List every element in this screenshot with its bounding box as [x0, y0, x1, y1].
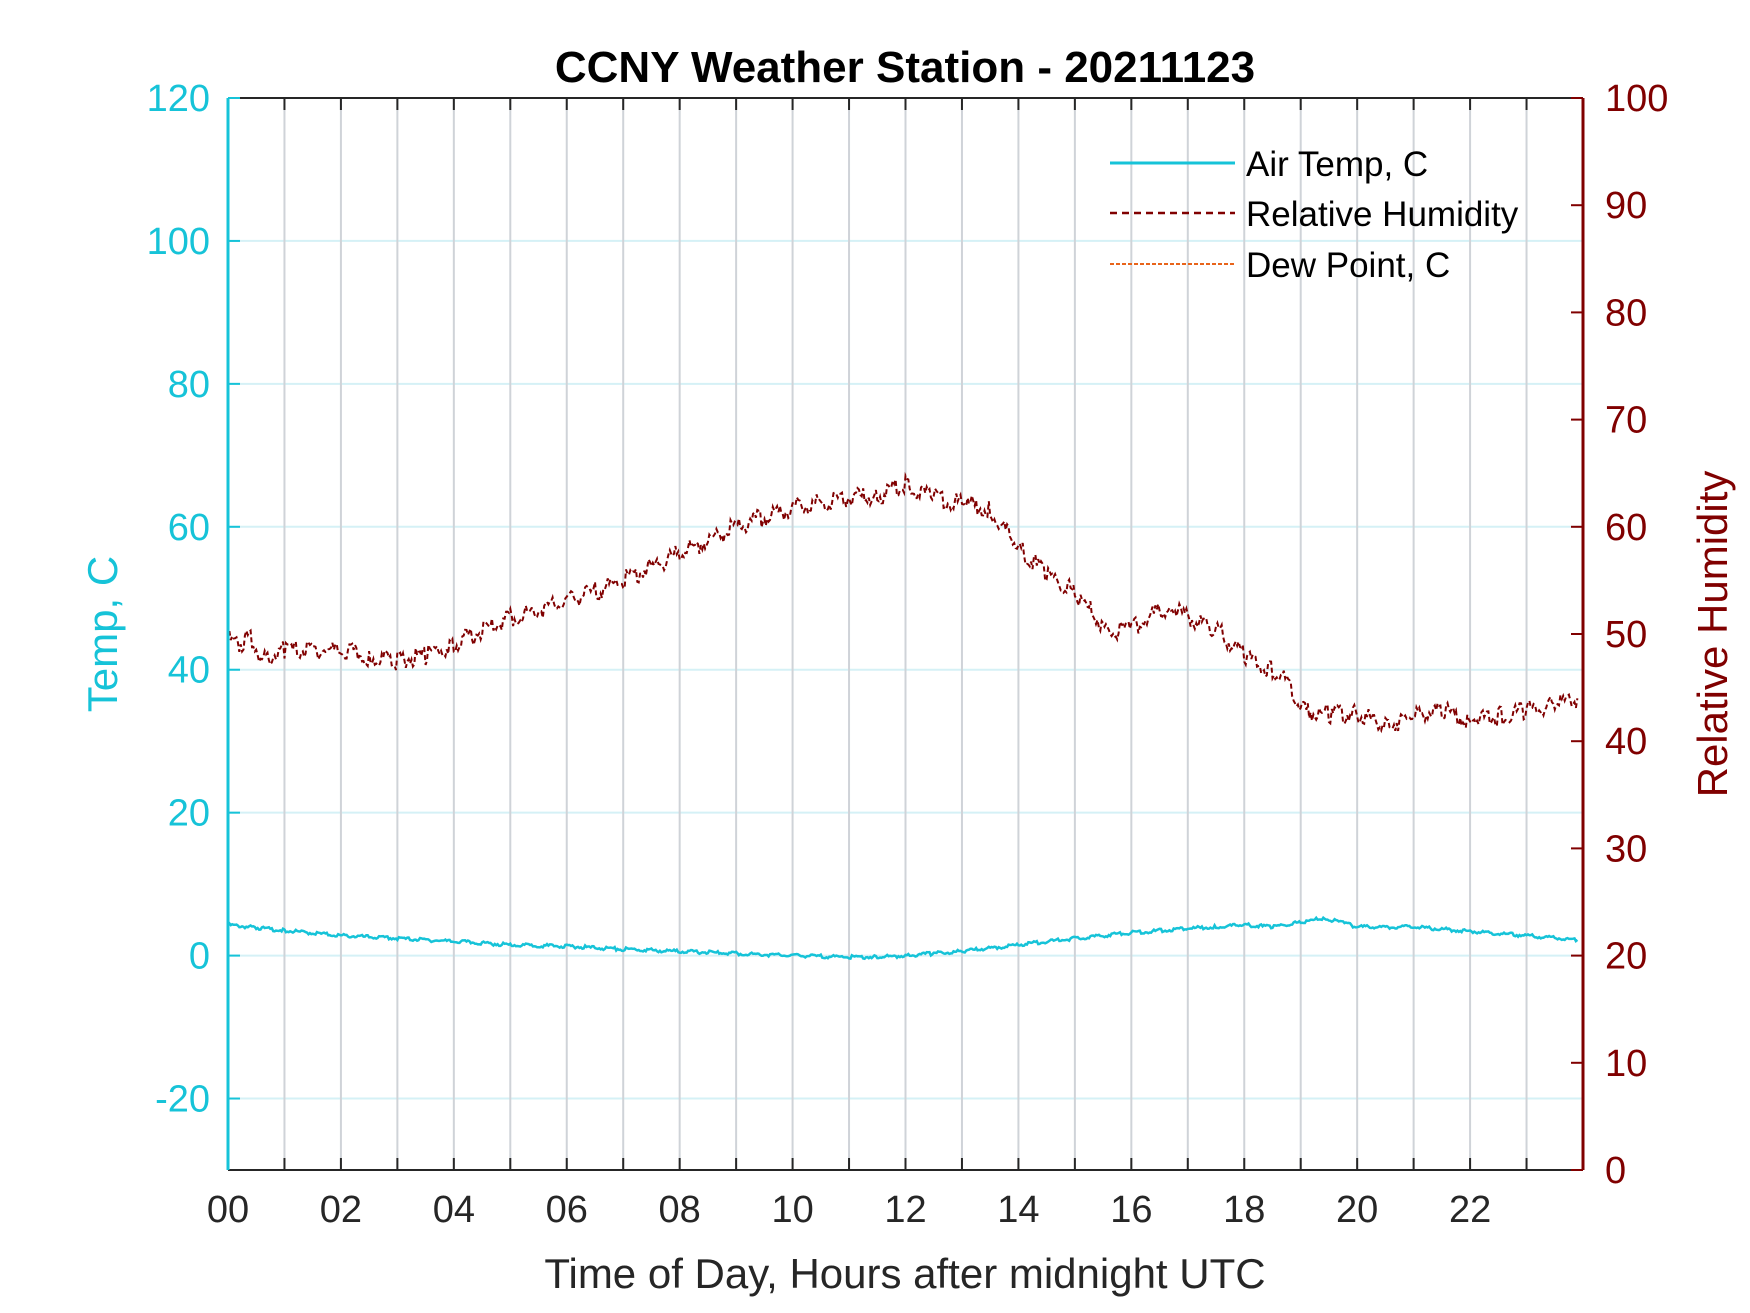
- y-left-tick-label: 100: [147, 221, 210, 263]
- y-left-tick-label: 20: [168, 793, 210, 835]
- y-left-tick-label: 0: [189, 936, 210, 978]
- axes-frame: [226, 97, 1585, 1171]
- vertical-gridlines: [283, 98, 1528, 1170]
- y-right-tick-label: 30: [1605, 828, 1647, 870]
- y-left-tick-label: 40: [168, 650, 210, 692]
- y-right-tick-label: 20: [1605, 936, 1647, 978]
- y-left-tick-label: 80: [168, 364, 210, 406]
- x-tick-label: 22: [1449, 1189, 1491, 1231]
- x-tick-label: 00: [207, 1189, 249, 1231]
- y-right-tick-label: 100: [1605, 78, 1668, 120]
- y-right-tick-label: 40: [1605, 721, 1647, 763]
- x-tick-label: 16: [1110, 1189, 1152, 1231]
- series-layer: [227, 471, 1579, 961]
- y-right-tick-label: 80: [1605, 292, 1647, 334]
- x-tick-label: 06: [546, 1189, 588, 1231]
- y-left-tick-label: 60: [168, 507, 210, 549]
- x-tick-label: 04: [433, 1189, 475, 1231]
- y-right-tick-label: 70: [1605, 400, 1647, 442]
- tick-labels: 00 02 04 06 08 10 12 14 16 18 20 22-200204060801001…: [147, 78, 1669, 1231]
- legend: Air Temp, C Relative Humidity Dew Point,…: [1110, 145, 1519, 285]
- y-left-tick-label: -20: [155, 1079, 210, 1121]
- x-tick-label: 20: [1336, 1189, 1378, 1231]
- chart-title: CCNY Weather Station - 20211123: [555, 43, 1255, 92]
- legend-label-relative-humidity: Relative Humidity: [1246, 195, 1519, 234]
- y-right-tick-label: 90: [1605, 185, 1647, 227]
- y-right-axis-label: Relative Humidity: [1689, 471, 1736, 798]
- y-right-tick-label: 60: [1605, 507, 1647, 549]
- y-right-tick-label: 50: [1605, 614, 1647, 656]
- y-right-tick-label: 0: [1605, 1150, 1626, 1192]
- x-tick-label: 18: [1223, 1189, 1265, 1231]
- x-tick-label: 12: [884, 1189, 926, 1231]
- x-tick-label: 08: [659, 1189, 701, 1231]
- y-left-axis-label: Temp, C: [79, 556, 126, 712]
- x-tick-label: 14: [997, 1189, 1039, 1231]
- legend-label-dew-point: Dew Point, C: [1246, 246, 1450, 285]
- legend-label-air-temp: Air Temp, C: [1246, 145, 1428, 184]
- series-line-relative-humidity: [227, 471, 1579, 734]
- series-line-air-temp-c: [227, 915, 1579, 961]
- x-axis-label: Time of Day, Hours after midnight UTC: [544, 1250, 1265, 1297]
- x-tick-label: 02: [320, 1189, 362, 1231]
- y-left-tick-label: 120: [147, 78, 210, 120]
- y-right-tick-label: 10: [1605, 1043, 1647, 1085]
- x-tick-label: 10: [771, 1189, 813, 1231]
